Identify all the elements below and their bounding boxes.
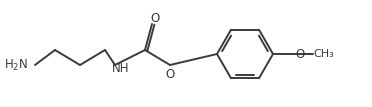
- Text: O: O: [150, 11, 160, 25]
- Text: CH₃: CH₃: [314, 49, 334, 59]
- Text: O: O: [166, 68, 174, 80]
- Text: NH: NH: [112, 62, 129, 74]
- Text: H$_2$N: H$_2$N: [4, 57, 28, 73]
- Text: O: O: [295, 48, 304, 60]
